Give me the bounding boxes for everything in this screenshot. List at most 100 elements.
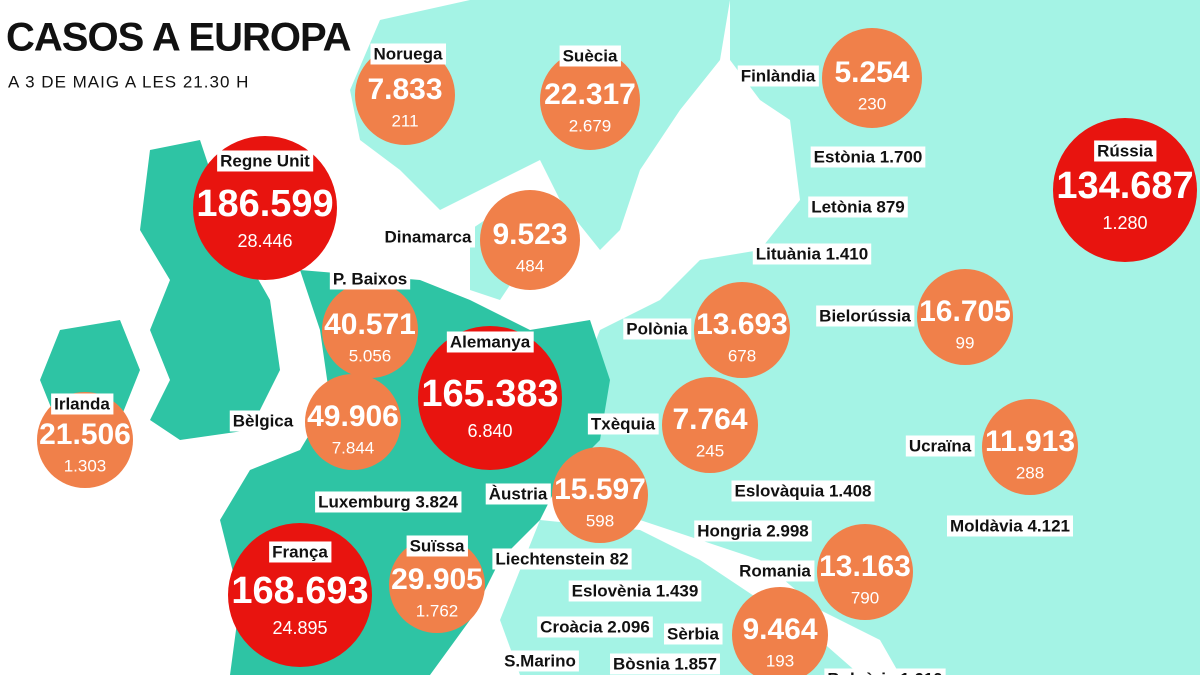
country-label-group: Eslovènia 1.439 bbox=[568, 580, 702, 602]
country-name: Irlanda bbox=[54, 394, 110, 413]
country-name-group: Dinamarca bbox=[381, 226, 476, 248]
country-bubble bbox=[917, 269, 1013, 365]
label-box bbox=[731, 480, 875, 502]
country-bubble bbox=[552, 447, 648, 543]
cases: 49.906 bbox=[307, 400, 399, 433]
deaths: 790 bbox=[851, 588, 879, 607]
cases: 168.693 bbox=[231, 570, 368, 612]
country-bubble bbox=[480, 190, 580, 290]
country-label: Estònia 1.700 bbox=[814, 147, 923, 166]
cases: 7.833 bbox=[367, 73, 442, 106]
country-name: Txèquia bbox=[591, 414, 656, 433]
label-box bbox=[269, 541, 332, 563]
country-bubble bbox=[305, 374, 401, 470]
country-name-group: Suècia bbox=[559, 45, 621, 67]
cases: 165.383 bbox=[421, 373, 558, 415]
country-name-group: Sèrbia bbox=[664, 623, 723, 645]
deaths: 5.056 bbox=[349, 346, 392, 365]
country-label-group: Luxemburg 3.824 bbox=[315, 491, 462, 513]
label-box bbox=[694, 520, 812, 542]
label-box bbox=[559, 45, 621, 67]
country-label: Eslovènia 1.439 bbox=[572, 581, 699, 600]
country-label-group: Hongria 2.998 bbox=[694, 520, 812, 542]
deaths: 598 bbox=[586, 511, 614, 530]
deaths: 28.446 bbox=[237, 231, 292, 251]
country-name: Bèlgica bbox=[233, 411, 294, 430]
label-box bbox=[810, 146, 926, 168]
deaths: 193 bbox=[766, 651, 794, 670]
country-label: Hongria 2.998 bbox=[697, 521, 809, 540]
country-label: Eslovàquia 1.408 bbox=[734, 481, 871, 500]
country-name-group: P. Baixos bbox=[329, 268, 411, 290]
label-box bbox=[568, 580, 702, 602]
cases: 7.764 bbox=[672, 403, 747, 436]
label-box bbox=[537, 616, 653, 638]
country-bubble bbox=[694, 282, 790, 378]
country-label: Croàcia 2.096 bbox=[540, 617, 650, 636]
label-box bbox=[329, 268, 411, 290]
deaths: 484 bbox=[516, 256, 544, 275]
country-name: Rússia bbox=[1097, 141, 1153, 160]
country-bubble bbox=[322, 282, 418, 378]
title: CASOS A EUROPA bbox=[6, 16, 351, 60]
cases: 21.506 bbox=[39, 418, 131, 451]
country-name: Suïssa bbox=[410, 536, 465, 555]
label-box bbox=[501, 650, 579, 672]
country-bubble bbox=[1053, 118, 1197, 262]
country-label: Luxemburg 3.824 bbox=[318, 492, 458, 511]
label-box bbox=[485, 483, 551, 505]
country-name-group: França bbox=[269, 541, 332, 563]
country-label-group: Letònia 879 bbox=[808, 196, 908, 218]
country-bubble bbox=[418, 326, 562, 470]
cases: 22.317 bbox=[544, 78, 636, 111]
country-bubble bbox=[355, 45, 455, 145]
country-name-group: Bielorússia bbox=[816, 305, 915, 327]
country-label-group: Moldàvia 4.121 bbox=[946, 515, 1074, 537]
country-bubble bbox=[982, 399, 1078, 495]
label-box bbox=[808, 196, 908, 218]
country-name: Finlàndia bbox=[741, 66, 816, 85]
cases: 11.913 bbox=[985, 425, 1075, 458]
country-name-group: Regne Unit bbox=[217, 150, 314, 172]
label-box bbox=[752, 243, 872, 265]
deaths: 2.679 bbox=[569, 116, 612, 135]
label-box bbox=[217, 150, 314, 172]
country-name-group: Bèlgica bbox=[229, 410, 297, 432]
cases: 186.599 bbox=[196, 183, 333, 225]
label-box bbox=[315, 491, 462, 513]
deaths: 288 bbox=[1016, 463, 1044, 482]
country-label-group: Estònia 1.700 bbox=[810, 146, 926, 168]
label-box bbox=[1094, 140, 1157, 162]
subtitle: A 3 DE MAIG A LES 21.30 H bbox=[8, 72, 249, 91]
label-box bbox=[229, 410, 297, 432]
country-label-group: Croàcia 2.096 bbox=[537, 616, 653, 638]
label-box bbox=[816, 305, 915, 327]
country-label-group: Lituània 1.410 bbox=[752, 243, 872, 265]
deaths: 99 bbox=[956, 333, 975, 352]
country-name: Suècia bbox=[563, 46, 618, 65]
country-name-group: Noruega bbox=[370, 43, 447, 65]
country-name: Bielorússia bbox=[819, 306, 911, 325]
deaths: 211 bbox=[391, 111, 418, 130]
cases: 15.597 bbox=[554, 473, 646, 506]
country-name-group: Ucraïna bbox=[905, 435, 975, 457]
label-box bbox=[664, 623, 723, 645]
country-name-group: Alemanya bbox=[446, 331, 534, 353]
cases: 134.687 bbox=[1056, 165, 1193, 207]
label-box bbox=[905, 435, 975, 457]
country-name-group: Rússia bbox=[1094, 140, 1157, 162]
deaths: 1.303 bbox=[64, 456, 107, 475]
cases: 29.905 bbox=[391, 563, 483, 596]
country-name: Alemanya bbox=[450, 332, 531, 351]
country-label: Bulgària 1.610 bbox=[827, 669, 942, 675]
country-name: Romania bbox=[739, 561, 811, 580]
deaths: 1.280 bbox=[1102, 213, 1147, 233]
country-name: Àustria bbox=[489, 484, 548, 503]
country-bubble bbox=[37, 392, 133, 488]
country-bubble bbox=[540, 50, 640, 150]
cases: 13.693 bbox=[696, 308, 788, 341]
country-name: Ucraïna bbox=[909, 436, 972, 455]
country-name-group: Polònia bbox=[623, 318, 692, 340]
cases: 16.705 bbox=[919, 295, 1011, 328]
